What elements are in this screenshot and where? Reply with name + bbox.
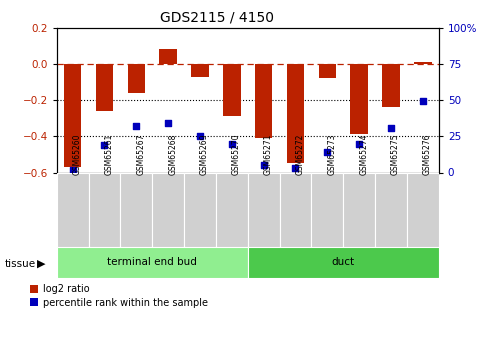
Text: GSM65274: GSM65274: [359, 133, 368, 175]
Text: GSM65260: GSM65260: [72, 133, 82, 175]
Point: [228, 141, 236, 146]
Text: GSM65270: GSM65270: [232, 133, 241, 175]
Bar: [128, 64, 145, 93]
Text: ▶: ▶: [37, 259, 45, 269]
Bar: [152, 172, 184, 247]
Bar: [351, 64, 368, 135]
Text: GSM65261: GSM65261: [105, 134, 113, 175]
Point: [355, 141, 363, 146]
Point: [387, 125, 395, 130]
Point: [419, 99, 427, 104]
Bar: [247, 172, 280, 247]
Bar: [223, 64, 241, 116]
Bar: [318, 64, 336, 78]
Point: [291, 165, 299, 171]
Bar: [184, 172, 216, 247]
Text: GSM65272: GSM65272: [295, 134, 305, 175]
Text: GSM65271: GSM65271: [264, 134, 273, 175]
Point: [323, 149, 331, 155]
Text: GSM65275: GSM65275: [391, 133, 400, 175]
Text: terminal end bud: terminal end bud: [107, 257, 197, 267]
Bar: [287, 64, 304, 164]
Bar: [64, 64, 81, 167]
Text: duct: duct: [332, 257, 355, 267]
Bar: [255, 64, 273, 138]
Bar: [312, 172, 343, 247]
Text: GSM65273: GSM65273: [327, 133, 336, 175]
Bar: [120, 172, 152, 247]
Point: [196, 134, 204, 139]
Bar: [280, 172, 312, 247]
Bar: [407, 172, 439, 247]
Bar: [89, 172, 120, 247]
Bar: [96, 64, 113, 111]
Bar: [247, 247, 439, 278]
Text: GSM65267: GSM65267: [136, 133, 145, 175]
Bar: [57, 247, 247, 278]
Bar: [57, 172, 89, 247]
Point: [69, 167, 76, 172]
Bar: [191, 64, 209, 77]
Text: GSM65268: GSM65268: [168, 134, 177, 175]
Point: [101, 142, 108, 148]
Bar: [375, 172, 407, 247]
Bar: [216, 172, 247, 247]
Text: GSM65276: GSM65276: [423, 133, 432, 175]
Bar: [343, 172, 375, 247]
Bar: [159, 49, 177, 64]
Legend: log2 ratio, percentile rank within the sample: log2 ratio, percentile rank within the s…: [30, 284, 208, 308]
Bar: [414, 62, 431, 64]
Point: [132, 124, 140, 129]
Text: GDS2115 / 4150: GDS2115 / 4150: [160, 10, 274, 24]
Text: tissue: tissue: [5, 259, 36, 269]
Text: GSM65269: GSM65269: [200, 133, 209, 175]
Bar: [382, 64, 400, 107]
Point: [260, 162, 268, 168]
Point: [164, 120, 172, 126]
